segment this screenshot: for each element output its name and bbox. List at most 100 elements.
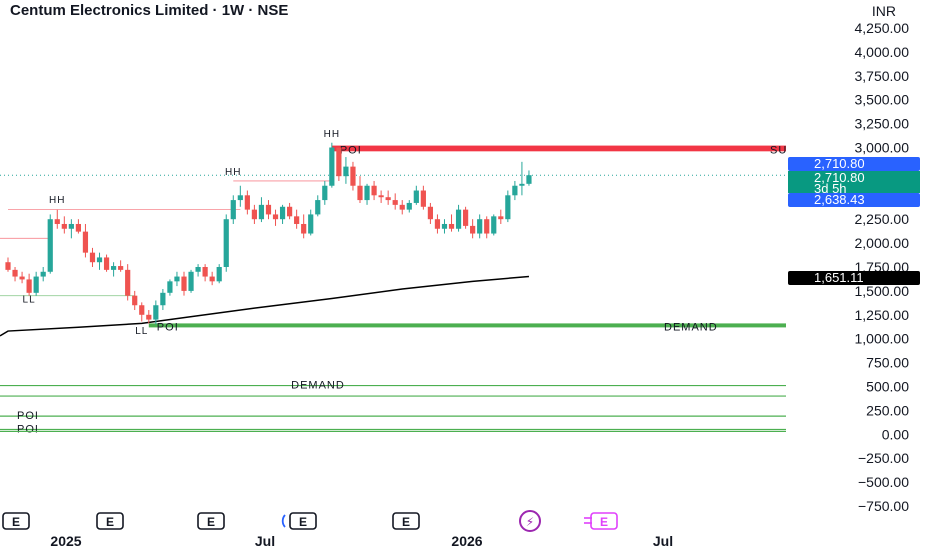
candle-body[interactable] (209, 276, 215, 282)
candle-body[interactable] (160, 292, 166, 306)
candle-body[interactable] (26, 279, 32, 293)
candle-body[interactable] (434, 219, 441, 229)
candle-body[interactable] (350, 166, 356, 186)
x-axis[interactable]: 2025 Jul 2026 Jul (50, 533, 673, 549)
candle-body[interactable] (477, 219, 483, 234)
candle-body[interactable] (195, 267, 201, 272)
candle-body[interactable] (5, 262, 11, 270)
candle-body[interactable] (244, 195, 250, 210)
candle-body[interactable] (265, 204, 272, 215)
x-tick-label: Jul (255, 533, 275, 549)
candle-body[interactable] (357, 185, 363, 201)
lightning-icon: ⚡ (526, 515, 534, 529)
supply-zone (331, 145, 786, 152)
candle-body[interactable] (505, 195, 511, 220)
candle-body[interactable] (103, 257, 110, 270)
candle-body[interactable] (420, 190, 426, 207)
candle-body[interactable] (498, 216, 504, 220)
y-tick-label: 1,500.00 (855, 283, 910, 299)
candle-body[interactable] (82, 231, 89, 253)
candle-body[interactable] (294, 216, 300, 224)
candle-body[interactable] (336, 147, 342, 177)
candle-body[interactable] (132, 295, 138, 306)
structure-label: HH (324, 129, 340, 140)
candle-body[interactable] (322, 185, 328, 201)
candle-body[interactable] (308, 214, 314, 234)
candles-layer[interactable] (5, 142, 532, 325)
earnings-icon[interactable] (590, 512, 618, 530)
candle-body[interactable] (301, 223, 307, 234)
candle-body[interactable] (455, 209, 462, 229)
candle-body[interactable] (470, 225, 476, 234)
candle-body[interactable] (315, 200, 321, 215)
candle-body[interactable] (343, 166, 349, 177)
dividend-icon[interactable] (519, 510, 541, 532)
candle-body[interactable] (237, 195, 243, 201)
candle-body[interactable] (519, 183, 525, 186)
candle-body[interactable] (385, 197, 391, 201)
candle-body[interactable] (146, 314, 152, 320)
earnings-icon[interactable] (197, 512, 225, 530)
y-tick-label: 250.00 (866, 402, 909, 418)
y-tick-label: 750.00 (866, 355, 909, 371)
candle-body[interactable] (441, 223, 448, 229)
candle-body[interactable] (392, 200, 398, 205)
candle-body[interactable] (89, 252, 96, 263)
candle-body[interactable] (40, 271, 46, 277)
candle-body[interactable] (364, 185, 370, 201)
candle-body[interactable] (216, 267, 222, 282)
candle-body[interactable] (75, 223, 81, 232)
prev-price-badge: 2,638.43 (814, 192, 865, 207)
candle-body[interactable] (413, 190, 419, 203)
candle-body[interactable] (399, 204, 405, 210)
candle-body[interactable] (463, 209, 469, 226)
events-row[interactable]: E E E E E ⚡ E (2, 510, 618, 532)
candle-body[interactable] (251, 209, 257, 220)
candle-body[interactable] (19, 276, 25, 280)
candle-body[interactable] (526, 175, 532, 184)
candle-body[interactable] (491, 216, 497, 234)
earnings-icon[interactable] (2, 512, 30, 530)
candle-body[interactable] (174, 276, 180, 282)
candle-body[interactable] (12, 269, 18, 277)
candle-body[interactable] (427, 206, 433, 220)
earnings-icon[interactable] (289, 512, 317, 530)
candle-body[interactable] (125, 269, 131, 296)
y-tick-label: −500.00 (858, 474, 909, 490)
candle-body[interactable] (448, 223, 455, 229)
candle-body[interactable] (111, 266, 117, 270)
candle-body[interactable] (54, 219, 60, 224)
earnings-icon[interactable] (96, 512, 124, 530)
candle-body[interactable] (139, 305, 145, 315)
candle-body[interactable] (47, 219, 53, 272)
candle-body[interactable] (223, 219, 229, 267)
candle-body[interactable] (279, 206, 286, 220)
candle-body[interactable] (512, 185, 518, 196)
x-tick-label: 2025 (50, 533, 81, 549)
candle-body[interactable] (33, 276, 39, 293)
candle-body[interactable] (272, 214, 279, 220)
structure-label: HH (225, 167, 241, 178)
candle-body[interactable] (287, 206, 293, 217)
candle-body[interactable] (329, 147, 335, 186)
candle-body[interactable] (167, 281, 173, 293)
candle-body[interactable] (371, 185, 377, 196)
candle-body[interactable] (258, 204, 265, 220)
candle-body[interactable] (188, 271, 194, 291)
candle-body[interactable] (96, 257, 103, 263)
candle-body[interactable] (378, 195, 384, 198)
candle-body[interactable] (118, 266, 124, 270)
candle-body[interactable] (230, 200, 236, 220)
candle-body[interactable] (68, 223, 74, 229)
candle-body[interactable] (202, 267, 208, 277)
candle-body[interactable] (153, 305, 159, 320)
candle-body[interactable] (484, 219, 490, 234)
candle-body[interactable] (61, 223, 67, 229)
earnings-icon[interactable] (392, 512, 420, 530)
candle-body[interactable] (181, 276, 187, 291)
earnings-label: E (299, 515, 307, 529)
candle-body[interactable] (406, 202, 412, 210)
